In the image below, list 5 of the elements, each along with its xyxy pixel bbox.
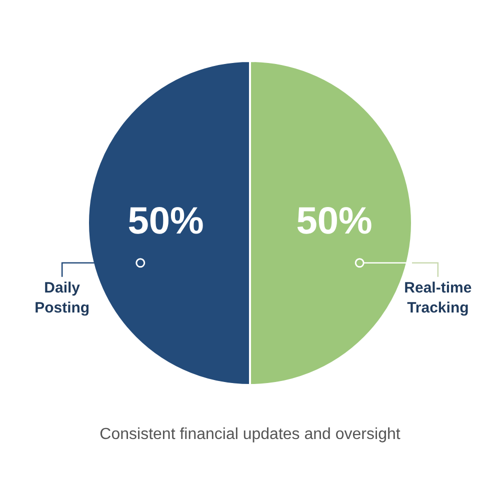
data-label: 50% <box>128 200 204 242</box>
slice-label: Real-time Tracking <box>404 280 472 317</box>
slice-label: Daily Posting <box>34 280 90 317</box>
text: Consistent financial updates and oversight <box>98 426 402 444</box>
data-label: 50% <box>296 200 372 242</box>
